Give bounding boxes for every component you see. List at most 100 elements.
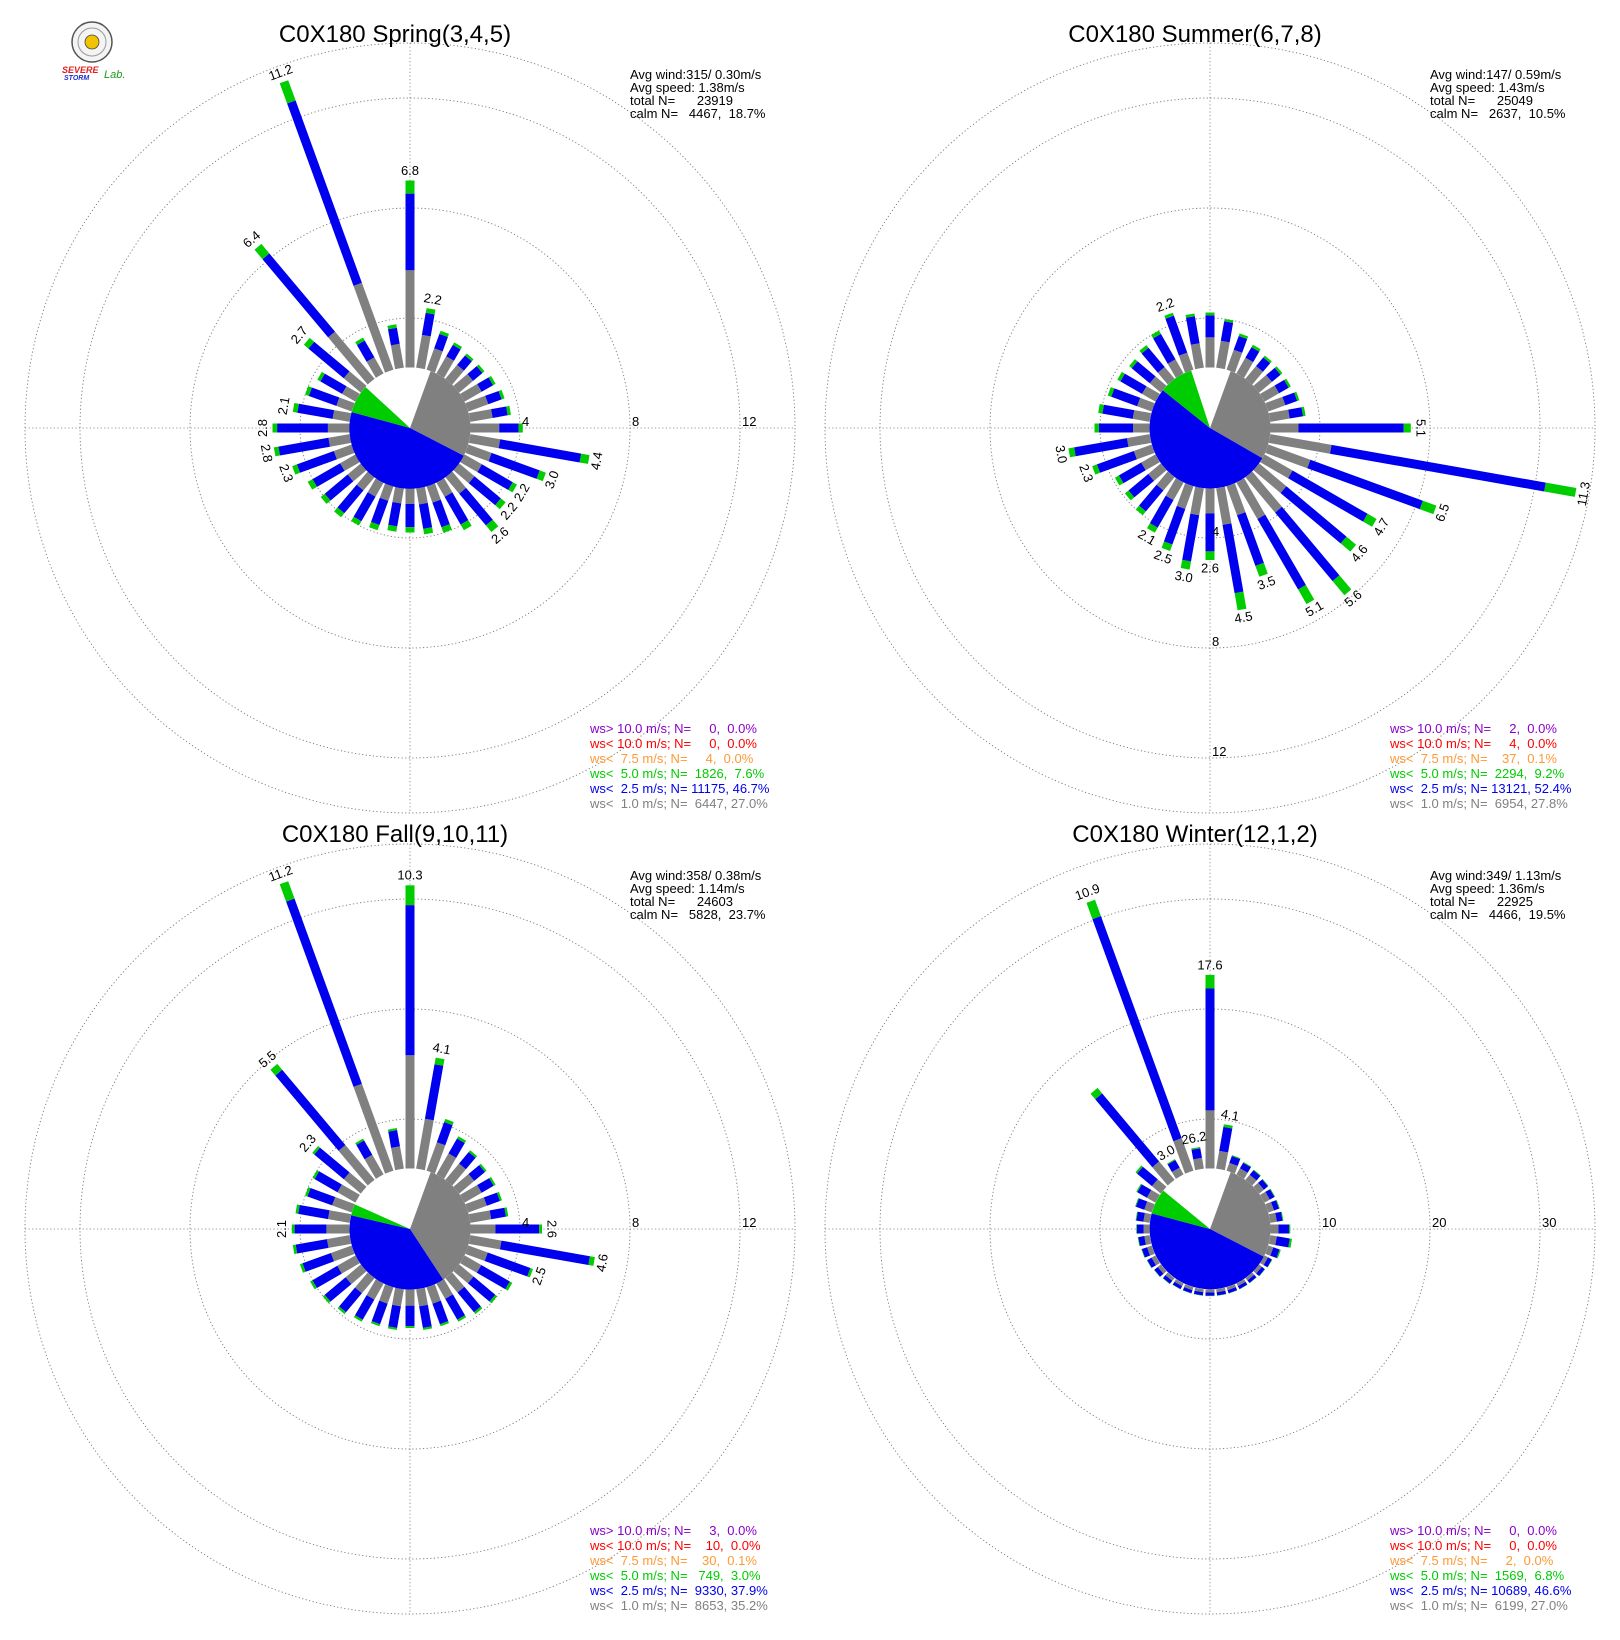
bar-segment-lt5 <box>1294 391 1300 401</box>
bar-segment-lt1 <box>1270 423 1299 433</box>
bar-value-label: 4.1 <box>1220 1106 1240 1124</box>
bar-segment-lt5 <box>1092 464 1100 475</box>
bar-segment-lt1 <box>1270 1224 1279 1234</box>
bar-segment-lt2_5 <box>1256 1266 1265 1276</box>
bar-segment-lt5 <box>1135 1198 1139 1207</box>
bar-segment-lt2_5 <box>1098 423 1133 433</box>
bar-segment-lt1 <box>1165 1272 1175 1281</box>
bar-segment-lt2_5 <box>1288 470 1368 522</box>
bar-segment-lt2_5 <box>457 1286 481 1313</box>
calm-sector-lt2_5 <box>349 412 464 489</box>
bar-segment-lt2_5 <box>1139 484 1164 512</box>
bar-segment-lt5 <box>1276 1199 1280 1209</box>
bar-segment-lt1 <box>445 1272 465 1293</box>
bar-value-label: 6.8 <box>401 163 419 178</box>
bar-segment-lt5 <box>1270 1188 1276 1197</box>
bar-segment-lt5 <box>405 180 415 194</box>
bar-segment-lt5 <box>1288 1238 1292 1248</box>
grid-ring-outer <box>24 843 796 1615</box>
bar-segment-lt2_5 <box>320 373 347 394</box>
bar-segment-lt1 <box>379 1284 394 1304</box>
grid-ring-outer <box>824 843 1596 1615</box>
bar-segment-lt2_5 <box>1237 1281 1248 1290</box>
ring-tick-label: 20 <box>1432 1215 1446 1230</box>
bar-segment-lt5 <box>387 324 397 330</box>
ring-tick-label: 8 <box>632 414 639 429</box>
bar-segment-lt2_5 <box>355 1295 375 1320</box>
legend-entry-gt10: ws> 10.0 m/s; N= 0, 0.0% <box>589 721 757 736</box>
bar-segment-lt2_5 <box>421 312 435 337</box>
stats-line: Avg wind:147/ 0.59m/s <box>1430 67 1562 82</box>
bar-segment-lt1 <box>353 282 394 373</box>
bar-segment-lt1 <box>390 343 404 370</box>
bar-segment-lt5 <box>425 308 436 315</box>
bar-value-label: 11.2 <box>267 862 295 884</box>
bar-segment-lt1 <box>340 454 360 471</box>
bar-segment-lt5 <box>1253 1169 1261 1176</box>
stats-line: calm N= 2637, 10.5% <box>1430 106 1566 121</box>
bar-segment-lt5 <box>1098 404 1104 414</box>
windrose-panel-spring: 4 8 126.82.24.43.02.22.22.62.32.82.82.12.7… <box>24 21 796 814</box>
bar-segment-lt5 <box>1332 575 1352 596</box>
bar-segment-lt5 <box>504 1207 509 1217</box>
bar-segment-lt1 <box>356 471 375 491</box>
bar-segment-lt2_5 <box>307 1188 336 1206</box>
bar-segment-lt5 <box>1205 312 1215 316</box>
bar-segment-lt5 <box>423 527 434 535</box>
bar-value-label: 2.3 <box>1076 462 1096 484</box>
bar-segment-lt5 <box>1086 899 1101 920</box>
bar-segment-lt2_5 <box>297 403 335 419</box>
bar-segment-lt2_5 <box>424 1064 444 1121</box>
bar-segment-lt1 <box>1226 349 1243 373</box>
bar-segment-lt5 <box>405 527 415 533</box>
bar-segment-lt1 <box>468 1210 492 1223</box>
bar-segment-lt5 <box>272 423 278 433</box>
bar-segment-lt2_5 <box>434 333 448 352</box>
bar-segment-lt1 <box>1143 1212 1152 1223</box>
bar-segment-lt5 <box>1167 1159 1176 1165</box>
calm-sector-lt1 <box>410 371 471 456</box>
bar-segment-lt5 <box>1205 551 1215 560</box>
bar-segment-lt2_5 <box>432 499 450 528</box>
bar-segment-lt5 <box>1139 345 1149 354</box>
bar-segment-lt1 <box>1260 1191 1270 1203</box>
bar-segment-lt1 <box>345 1264 367 1285</box>
bar-segment-lt2_5 <box>337 484 364 514</box>
grid-ring <box>879 898 1541 1560</box>
bar-segment-lt5 <box>1191 1147 1201 1150</box>
bar-segment-lt2_5 <box>314 1147 350 1180</box>
bar-segment-lt1 <box>468 409 493 422</box>
bar-segment-lt5 <box>496 1191 502 1201</box>
bar-segment-lt2_5 <box>371 1300 388 1325</box>
bar-segment-lt1 <box>1157 367 1175 385</box>
bar-segment-lt2_5 <box>1278 1224 1290 1234</box>
bar-segment-lt5 <box>1251 344 1261 352</box>
legend-entry-lt7_5: ws< 7.5 m/s; N= 37, 0.1% <box>1389 751 1557 766</box>
bar-segment-lt2_5 <box>1182 513 1200 562</box>
bar-segment-lt5 <box>1146 1260 1152 1269</box>
bar-segment-lt5 <box>495 498 506 510</box>
bar-segment-lt2_5 <box>1298 423 1404 433</box>
stats-line: total N= 22925 <box>1430 894 1533 909</box>
bar-segment-lt5 <box>1224 318 1234 323</box>
bar-segment-lt1 <box>468 1235 502 1250</box>
legend-entry-lt1: ws< 1.0 m/s; N= 6199, 27.0% <box>1389 1598 1568 1613</box>
bar-segment-lt5 <box>1274 366 1283 375</box>
bar-segment-lt2_5 <box>448 1138 465 1158</box>
bar-segment-lt5 <box>1117 371 1125 382</box>
legend-entry-gt10: ws> 10.0 m/s; N= 3, 0.0% <box>589 1523 757 1538</box>
bar-segment-lt2_5 <box>1135 1198 1148 1210</box>
bar-segment-lt2_5 <box>1154 1267 1164 1277</box>
bar-segment-lt5 <box>1172 1284 1181 1290</box>
bar-segment-lt1 <box>328 434 352 447</box>
bar-segment-lt2_5 <box>1257 514 1306 590</box>
bar-segment-lt5 <box>444 1118 454 1126</box>
bar-value-label: 2.3 <box>276 462 296 484</box>
bar-value-label: 3.0 <box>1174 568 1194 586</box>
bar-segment-lt1 <box>1265 444 1311 469</box>
bar-segment-lt2_5 <box>1249 1170 1261 1181</box>
bar-segment-lt2_5 <box>339 1287 362 1313</box>
bar-segment-lt2_5 <box>1229 1156 1241 1166</box>
bar-segment-lt5 <box>299 1263 306 1273</box>
bar-segment-lt1 <box>326 1235 352 1248</box>
